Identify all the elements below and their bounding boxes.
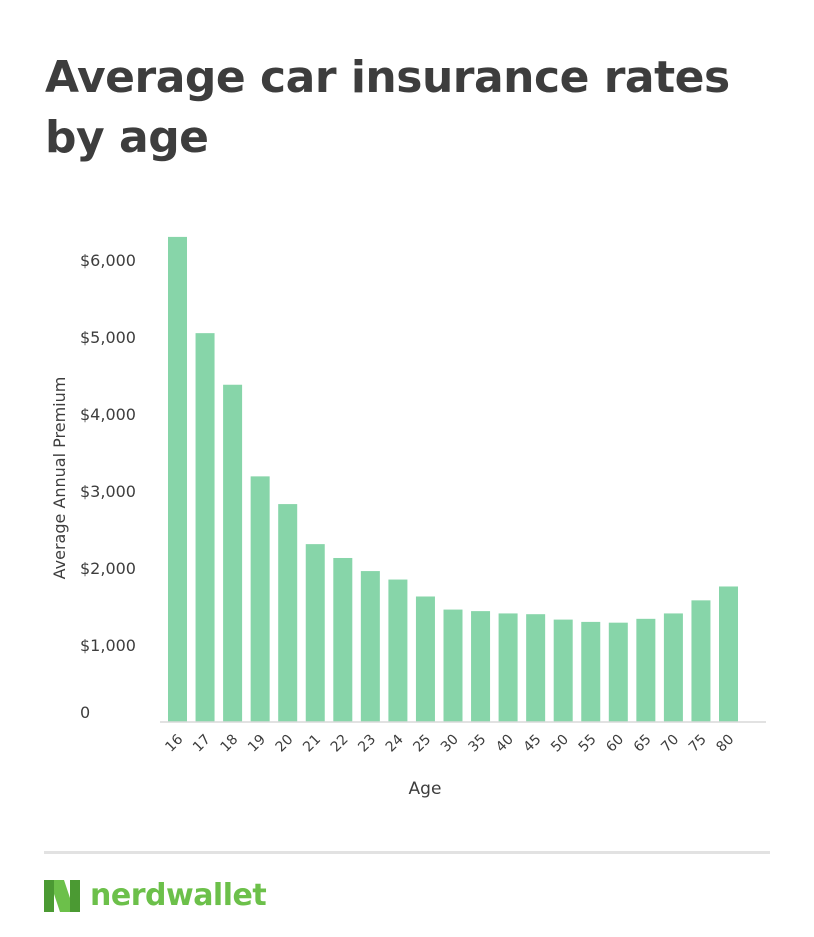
x-tick-label: 25 [410,732,434,756]
brand-name: nerdwallet [90,878,267,913]
x-tick-label: 60 [603,732,627,756]
y-axis-label: Average Annual Premium [50,377,69,580]
x-tick-label: 22 [328,732,352,756]
bar-age-80 [719,586,738,722]
bar-age-50 [553,619,573,722]
bar-age-60 [608,622,628,722]
x-tick-label: 70 [658,732,682,756]
bar-age-75 [691,600,711,722]
bar-age-20 [278,504,298,722]
x-tick-label: 24 [383,731,407,755]
bar-chart: 0 $1,000 $2,000 $3,000 $4,000 $5,000 $6,000 16… [50,236,766,799]
bar-age-70 [663,613,683,722]
y-tick-label: $3,000 [80,482,136,501]
x-tick-label: 20 [273,732,297,756]
x-tick-label: 40 [493,732,517,756]
x-tick-label: 45 [521,732,545,756]
bar-age-19 [250,476,270,722]
x-tick-label: 16 [162,731,186,755]
x-tick-label: 19 [245,732,269,756]
bar-age-45 [526,614,546,722]
x-tick-label: 75 [686,732,710,756]
x-tick-label: 18 [218,732,242,756]
bar-age-22 [333,557,353,722]
bar-age-30 [443,609,463,722]
bar-age-24 [388,579,408,722]
nerdwallet-n-logo-icon [44,880,80,912]
y-tick-label: $2,000 [80,559,136,578]
bar-age-23 [360,571,380,722]
y-axis-ticks: 0 $1,000 $2,000 $3,000 $4,000 $5,000 $6,000 [80,251,136,722]
y-tick-label: 0 [80,703,90,722]
x-tick-label: 30 [438,732,462,756]
x-tick-label: 35 [465,732,489,756]
y-tick-label: $1,000 [80,636,136,655]
bar-age-16 [168,236,187,722]
bar-age-65 [636,618,656,722]
x-tick-label: 55 [576,732,600,756]
bar-age-21 [305,544,325,722]
bar-age-17 [195,333,215,722]
x-axis-label: Age [409,779,442,799]
x-tick-label: 21 [300,732,324,756]
x-tick-label: 50 [548,732,572,756]
bar-age-25 [415,596,435,722]
bar-age-55 [581,621,601,722]
y-tick-label: $4,000 [80,405,136,424]
x-tick-label: 80 [713,732,737,756]
chart-title: Average car insurance rates by age [45,52,730,163]
x-tick-label: 17 [190,732,214,756]
nerdwallet-logo: nerdwallet [44,876,267,916]
x-axis-ticks: 16 17 18 19 20 21 22 23 24 25 30 35 40 45 50 55 60 65 70 75… [162,731,737,755]
bars [168,236,738,722]
y-tick-label: $6,000 [80,251,136,270]
bar-age-18 [223,384,243,722]
x-tick-label: 65 [631,732,655,756]
bar-age-40 [498,613,518,722]
footer-divider [44,851,770,854]
y-tick-label: $5,000 [80,328,136,347]
bar-age-35 [471,611,491,722]
x-tick-label: 23 [355,732,379,756]
